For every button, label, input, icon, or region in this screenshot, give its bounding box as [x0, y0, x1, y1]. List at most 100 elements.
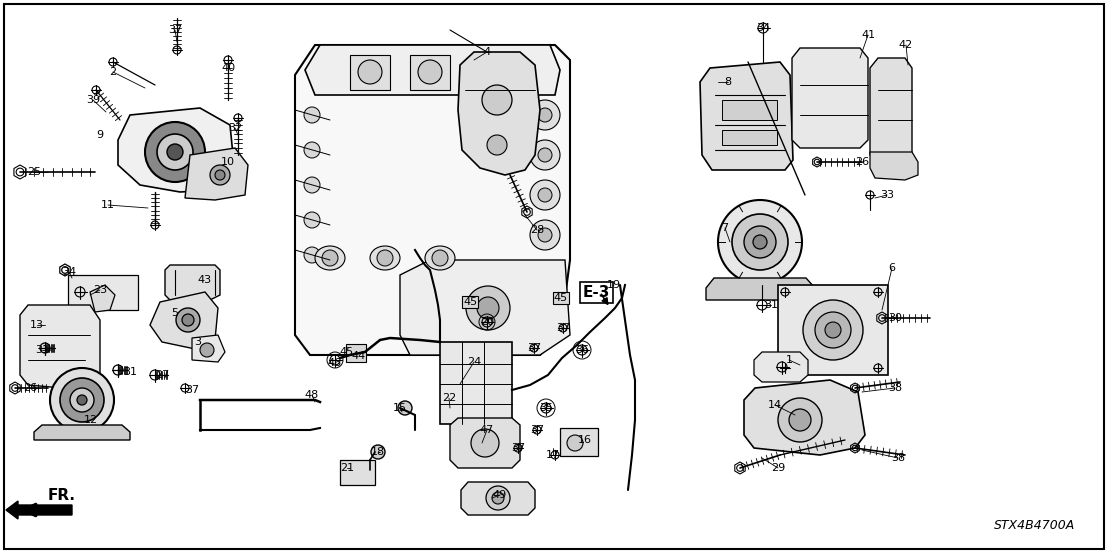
Text: STX4B4700A: STX4B4700A [994, 519, 1075, 532]
Polygon shape [470, 55, 510, 90]
Circle shape [418, 60, 442, 84]
Polygon shape [150, 292, 218, 350]
Circle shape [76, 395, 88, 405]
Bar [560, 428, 598, 456]
Polygon shape [461, 482, 535, 515]
Bar [440, 342, 512, 424]
Circle shape [530, 140, 560, 170]
Text: 47: 47 [480, 425, 494, 435]
Text: 37: 37 [511, 443, 525, 453]
Circle shape [538, 108, 552, 122]
Text: 19: 19 [607, 280, 622, 290]
Text: 49: 49 [493, 490, 507, 500]
Text: 7: 7 [721, 223, 729, 233]
Circle shape [466, 286, 510, 330]
Polygon shape [117, 108, 235, 192]
Polygon shape [192, 335, 225, 362]
Circle shape [304, 107, 320, 123]
Text: 9: 9 [96, 130, 103, 140]
Text: E-3: E-3 [583, 285, 611, 300]
Polygon shape [34, 425, 130, 440]
Circle shape [211, 165, 230, 185]
Text: 26: 26 [855, 157, 869, 167]
Text: 20: 20 [480, 317, 494, 327]
Circle shape [371, 445, 384, 459]
Text: 41: 41 [861, 30, 875, 40]
Text: 13: 13 [30, 320, 44, 330]
Text: 45: 45 [554, 293, 568, 303]
Text: 42: 42 [899, 40, 913, 50]
Polygon shape [400, 260, 570, 355]
Circle shape [718, 200, 802, 284]
Circle shape [398, 401, 412, 415]
Polygon shape [706, 278, 815, 300]
Bar [68, 275, 138, 310]
Circle shape [753, 235, 767, 249]
Circle shape [167, 144, 183, 160]
Circle shape [358, 60, 382, 84]
Bar [778, 285, 888, 375]
Circle shape [60, 378, 104, 422]
Circle shape [201, 343, 214, 357]
Ellipse shape [370, 246, 400, 270]
Text: 14: 14 [768, 400, 782, 410]
Circle shape [732, 214, 788, 270]
Text: 8: 8 [725, 77, 731, 87]
Text: 48: 48 [305, 390, 319, 400]
Circle shape [482, 85, 512, 115]
Text: 24: 24 [466, 357, 481, 367]
Text: 34: 34 [756, 23, 770, 33]
Circle shape [471, 429, 499, 457]
Bar [722, 130, 777, 145]
Text: 10: 10 [220, 157, 235, 167]
Text: 45: 45 [339, 347, 353, 357]
Circle shape [530, 100, 560, 130]
Text: 39: 39 [86, 95, 100, 105]
Ellipse shape [315, 246, 345, 270]
Text: 16: 16 [578, 435, 592, 445]
Circle shape [176, 308, 201, 332]
Circle shape [50, 368, 114, 432]
Polygon shape [450, 418, 520, 468]
Polygon shape [458, 52, 540, 175]
Text: 27: 27 [155, 370, 170, 380]
Text: 45: 45 [463, 297, 478, 307]
Circle shape [743, 226, 776, 258]
Bar [722, 100, 777, 120]
FancyArrow shape [6, 501, 72, 519]
Circle shape [304, 212, 320, 228]
Text: 18: 18 [371, 447, 386, 457]
Text: 33: 33 [880, 190, 894, 200]
Text: 15: 15 [393, 403, 407, 413]
Text: 26: 26 [23, 383, 37, 393]
Text: 1: 1 [786, 355, 792, 365]
Text: 30: 30 [888, 313, 902, 323]
Text: 29: 29 [771, 463, 786, 473]
Circle shape [815, 312, 851, 348]
Circle shape [157, 134, 193, 170]
Text: 46: 46 [328, 358, 342, 368]
Circle shape [215, 170, 225, 180]
Circle shape [304, 177, 320, 193]
Circle shape [789, 409, 811, 431]
Text: 31: 31 [123, 367, 137, 377]
Circle shape [304, 247, 320, 263]
Circle shape [322, 250, 338, 266]
Text: 21: 21 [340, 463, 355, 473]
Text: 35: 35 [538, 403, 553, 413]
Text: 40: 40 [220, 63, 235, 73]
Circle shape [530, 180, 560, 210]
Text: 34: 34 [62, 267, 76, 277]
Circle shape [432, 250, 448, 266]
Text: 37: 37 [530, 425, 544, 435]
Text: 31: 31 [35, 345, 49, 355]
Polygon shape [295, 45, 570, 355]
Text: FR.: FR. [48, 488, 76, 503]
Circle shape [825, 322, 841, 338]
Polygon shape [792, 48, 868, 148]
Text: 43: 43 [198, 275, 212, 285]
Text: 2: 2 [110, 67, 116, 77]
Polygon shape [870, 152, 919, 180]
Circle shape [530, 220, 560, 250]
Bar [346, 344, 366, 362]
